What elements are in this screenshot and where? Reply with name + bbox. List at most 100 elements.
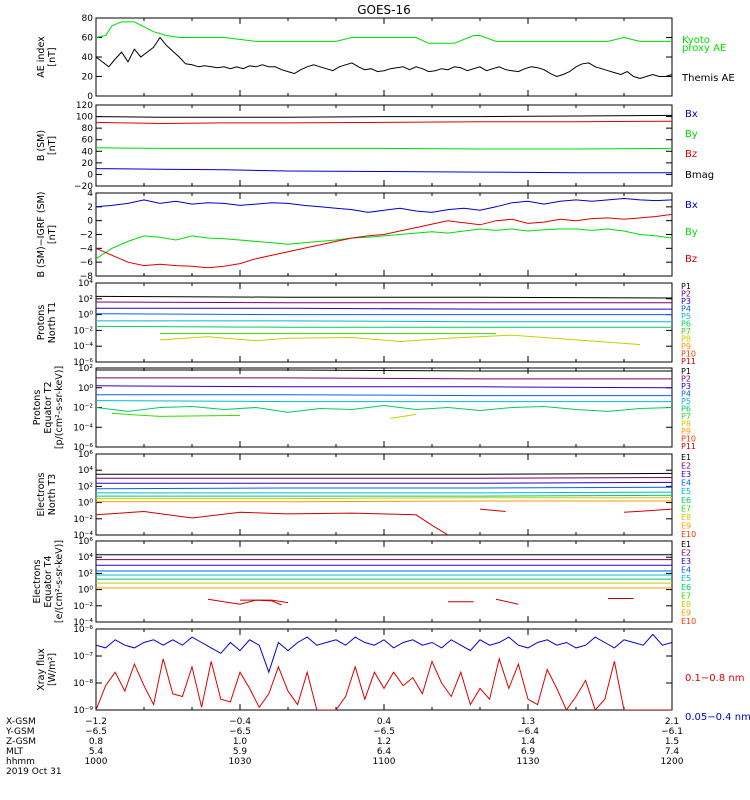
x-axis-row-value: 7.4 [665,747,680,757]
legend-label: E6 [681,496,691,505]
x-axis-row-value: 1030 [229,757,252,767]
panel-bigrf: −8 −6 −4 −2 0 2 4 B (SM)−IGRF (SM) [nT] Bx By Bz [36,189,698,282]
legend-label: E4 [681,566,691,575]
x-axis-row-value: 6.9 [521,747,536,757]
legend-label: E10 [681,617,696,626]
y-tick-label: 40 [82,147,94,157]
legend-label: E3 [681,470,691,479]
y-tick-label: 60 [82,136,94,146]
panel-frame [95,282,673,363]
y-axis-label: Protons [36,305,47,341]
y-tick-label: −2 [80,231,93,241]
series-line-e9 [96,510,449,535]
panel-elec_t4: 10⁻⁴ 10⁻² 10⁰ 10² 10⁴ 10⁶ Electrons Equator T4[… [32,537,696,628]
series-line-p6 [96,325,672,328]
x-axis-row-value: −0.4 [229,717,251,727]
y-tick-label: 10⁻² [73,404,93,414]
x-axis-row-value: 1000 [85,757,108,767]
legend-label: Bx [685,109,698,120]
panel-xray: 10⁻⁹ 10⁻⁸ 10⁻⁷ 10⁻⁶ Xray flux [W/m²] 0.1−0.8 n… [36,625,750,723]
legend-label: P5 [681,312,691,321]
x-axis-row-value: 1.2 [377,737,391,747]
legend-label: E3 [681,557,691,566]
y-tick-label: −4 [80,244,94,254]
legend-label: Bz [685,149,697,160]
y-axis-label: Equator T2 [43,381,54,433]
series-line-e7 [96,497,672,500]
legend-label: P2 [681,290,691,299]
panel-frame [95,453,673,536]
legend-label: P1 [681,367,691,376]
y-tick-label: 4 [87,189,93,199]
y-tick-label: 0 [87,217,93,227]
series-line-p1 [96,369,672,372]
legend-label: E1 [681,453,691,462]
panel-prot_t1: 10⁻⁶ 10⁻⁴ 10⁻² 10⁰ 10² 10⁴ Protons North T1 P1P2… [36,279,696,368]
y-tick-label: 10⁻⁶ [73,358,93,368]
y-tick-label: 0 [87,92,93,102]
series-line-themis-ae [96,36,672,80]
legend-label: E4 [681,479,691,488]
legend-label: E7 [681,591,691,600]
x-axis-row-value: −1.2 [85,717,107,727]
panel-frame [95,540,673,623]
y-tick-label: 80 [82,14,94,24]
panel-prot_t2: 10⁻⁶ 10⁻⁴ 10⁻² 10⁰ 10² Protons Equator T2 [p/(c… [32,364,696,453]
series-line-p3 [96,385,672,389]
y-tick-label: 10⁶ [78,537,93,547]
y-tick-label: 10⁴ [78,279,93,289]
y-axis-label: Electrons [36,472,47,516]
series-line-p2 [96,301,672,304]
y-axis-label: Protons [32,390,43,426]
legend-label: P3 [681,297,691,306]
legend-label: Bz [685,254,697,265]
y-tick-label: 20 [82,159,94,169]
y-tick-label: 100 [76,113,93,123]
y-tick-label: 10⁻⁸ [73,679,93,689]
legend-label: P10 [681,350,696,359]
series-line-bx [96,197,672,213]
series-line-p5 [96,400,672,403]
y-axis-label: North T3 [47,474,58,515]
legend-label: proxy AE [682,43,726,54]
series-line-e9c [623,508,672,513]
legend-label: P11 [681,442,696,451]
series-line-0-05-0-4-nm [96,656,672,710]
legend-label: 0.05−0.4 nm [685,712,750,723]
x-axis-row-label: hhmm [6,757,35,767]
y-tick-label: 2 [87,203,93,213]
legend-label: E5 [681,487,691,496]
y-tick-label: 10⁴ [78,466,93,476]
x-axis-row-value: 1.4 [521,737,536,747]
legend-label: P8 [681,420,691,429]
series-line-e1 [96,472,672,475]
x-axis-row-value: 1.5 [665,737,679,747]
legend-label: P4 [681,305,691,314]
y-axis-label: [nT] [47,225,58,244]
series-line-kyoto-proxy-ae [96,21,672,44]
x-axis-row-value: 6.4 [377,747,392,757]
series-line-e9b [240,599,289,604]
series-line-p8 [159,334,641,346]
series-line-bz [96,213,672,269]
y-tick-label: 10⁻² [73,515,93,525]
x-axis-row-value: 5.9 [233,747,248,757]
x-axis-row-value: −6.1 [661,727,683,737]
y-tick-label: 10⁴ [78,553,93,563]
y-tick-label: −20 [74,182,93,192]
legend-label: Kyoto [682,35,710,46]
y-axis-label: [p/(cm²-s-sr-keV)] [54,366,65,449]
x-axis-row-value: 1100 [373,757,396,767]
series-line-p1 [96,295,672,299]
panel-frame [95,17,673,97]
y-axis-label: Electrons [32,559,43,603]
series-line-0-1-0-8-nm [96,633,672,674]
y-axis-label: [nT] [47,136,58,155]
legend-label: P10 [681,435,696,444]
legend-label: P3 [681,382,691,391]
y-tick-label: 10⁻² [73,326,93,336]
y-tick-label: 10⁻⁴ [73,618,93,628]
series-line-by [96,228,672,260]
